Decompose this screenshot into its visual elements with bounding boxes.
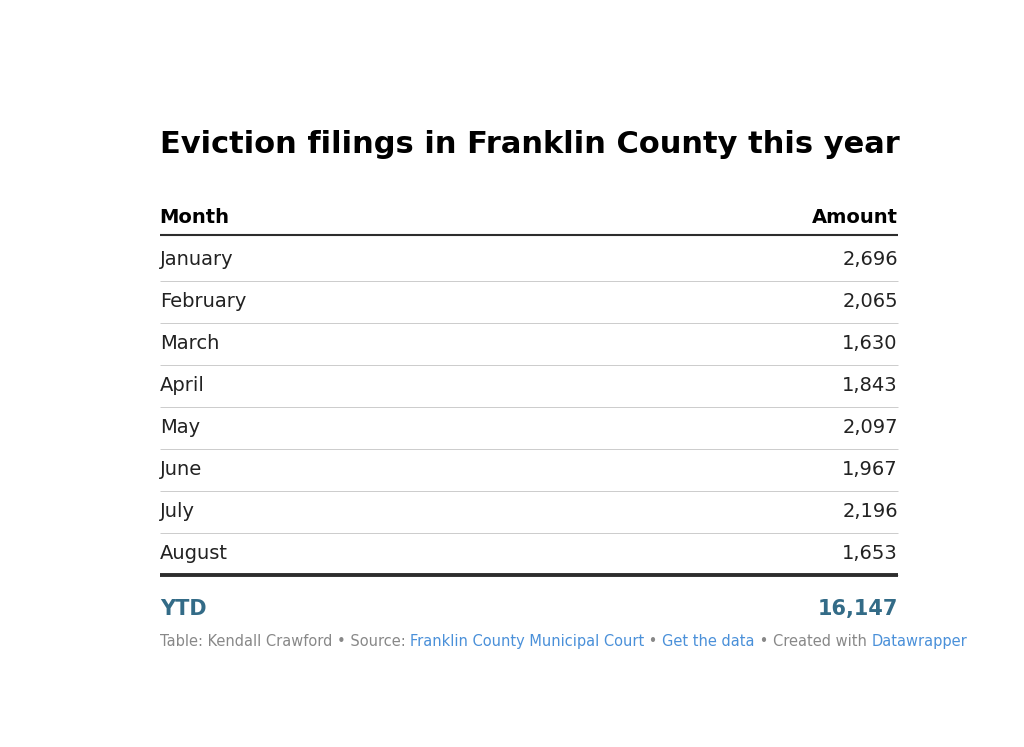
Text: January: January: [160, 250, 233, 270]
Text: Table: Kendall Crawford • Source:: Table: Kendall Crawford • Source:: [160, 633, 411, 648]
Text: June: June: [160, 460, 202, 480]
Text: 16,147: 16,147: [817, 599, 898, 619]
Text: 2,065: 2,065: [842, 292, 898, 311]
Text: Datawrapper: Datawrapper: [871, 633, 967, 648]
Text: Get the data: Get the data: [663, 633, 755, 648]
Text: Franklin County Municipal Court: Franklin County Municipal Court: [411, 633, 644, 648]
Text: •: •: [644, 633, 663, 648]
Text: YTD: YTD: [160, 599, 207, 619]
Text: 2,097: 2,097: [843, 418, 898, 437]
Text: March: March: [160, 335, 219, 353]
Text: August: August: [160, 545, 227, 563]
Text: 2,196: 2,196: [842, 502, 898, 521]
Text: 1,843: 1,843: [842, 376, 898, 395]
Text: 1,967: 1,967: [842, 460, 898, 480]
Text: 1,630: 1,630: [843, 335, 898, 353]
Text: Month: Month: [160, 208, 229, 226]
Text: Amount: Amount: [812, 208, 898, 226]
Text: February: February: [160, 292, 246, 311]
Text: May: May: [160, 418, 200, 437]
Text: July: July: [160, 502, 195, 521]
Text: Eviction filings in Franklin County this year: Eviction filings in Franklin County this…: [160, 130, 899, 159]
Text: • Created with: • Created with: [755, 633, 871, 648]
Text: April: April: [160, 376, 205, 395]
Text: 2,696: 2,696: [842, 250, 898, 270]
Text: 1,653: 1,653: [842, 545, 898, 563]
